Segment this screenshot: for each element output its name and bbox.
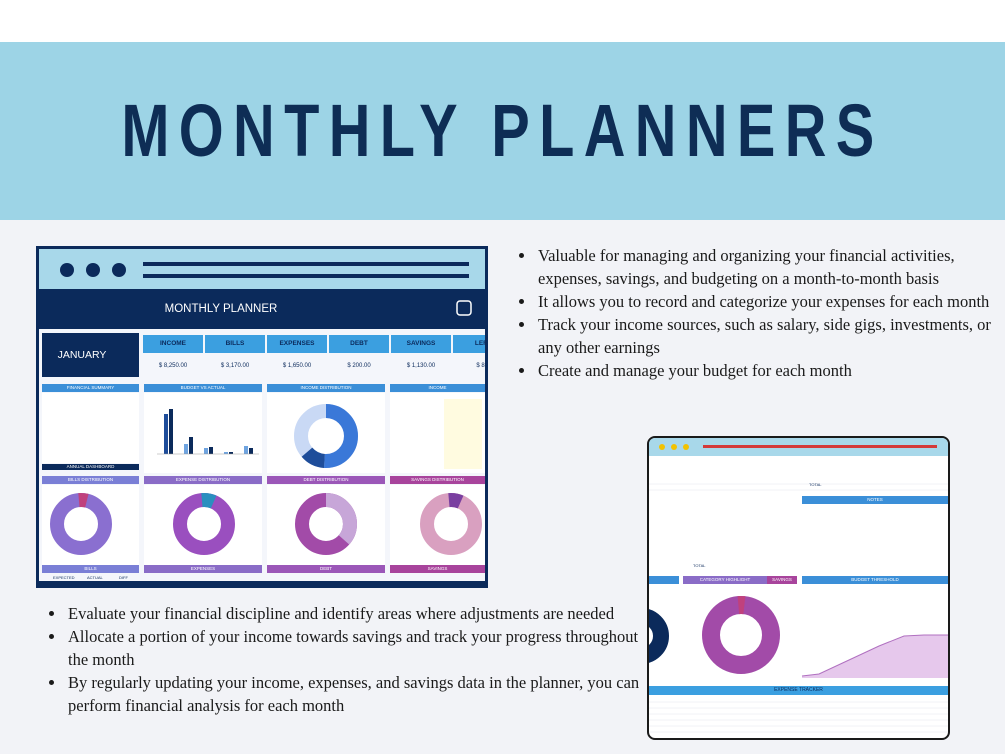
panel-header: CATEGORY HIGHLIGHT xyxy=(699,577,751,582)
panel-header: FINANCIAL SUMMARY xyxy=(42,384,139,392)
panel-header xyxy=(802,576,948,584)
planner-screenshot-small: TOTAL TOTAL NOTES CATEGORY HIGHLIGHT SAV… xyxy=(647,436,950,740)
header-row xyxy=(39,289,485,329)
window-line xyxy=(143,262,469,266)
panel-header xyxy=(683,576,767,584)
summary-label: DEBT xyxy=(329,335,389,353)
column-label: ACTUAL xyxy=(87,575,103,580)
bullet: It allows you to record and categorize y… xyxy=(536,290,1005,313)
window-dot xyxy=(659,444,665,450)
table-highlight xyxy=(444,399,482,469)
window-dot xyxy=(683,444,689,450)
page-title: MONTHLY PLANNERS xyxy=(121,89,884,172)
total-label: TOTAL xyxy=(693,563,706,568)
shape xyxy=(209,447,213,454)
table-lines xyxy=(649,483,948,733)
bottom-edge xyxy=(39,581,485,585)
shape xyxy=(244,446,248,454)
panel-header: INCOME DISTRIBUTION xyxy=(267,384,385,392)
panel-header: DEBT DISTRIBUTION xyxy=(267,476,385,484)
panel-header xyxy=(767,576,797,584)
window-dot xyxy=(671,444,677,450)
bullet: Create and manage your budget for each m… xyxy=(536,359,1005,382)
shape xyxy=(249,448,253,454)
panel xyxy=(42,393,139,463)
donut-segment xyxy=(50,493,112,555)
panel-header: SAVINGS xyxy=(390,565,485,573)
annual-bar xyxy=(42,464,139,470)
donut-segment xyxy=(420,493,482,555)
screenshot-graphics xyxy=(39,249,485,585)
panel-header: SAVINGS DISTRIBUTION xyxy=(390,476,485,484)
shape xyxy=(229,452,233,454)
summary-value: $ 200.00 xyxy=(347,363,371,369)
summary-value: $ 1,650.00 xyxy=(282,363,312,369)
summary-value: $ 8,0 xyxy=(476,363,487,369)
window-line xyxy=(143,274,469,278)
bullet: By regularly updating your income, expen… xyxy=(66,671,646,717)
window-bar xyxy=(39,249,485,289)
shape xyxy=(164,414,168,454)
shape xyxy=(184,444,188,454)
bottom-bullets: Evaluate your financial discipline and i… xyxy=(48,602,646,717)
summary-label: LEFT xyxy=(453,335,485,353)
area xyxy=(802,635,948,678)
notes-header xyxy=(802,496,948,504)
top-strip xyxy=(0,0,1005,42)
panel-header: ANNUAL DASHBOARD xyxy=(66,464,115,469)
shape xyxy=(189,437,193,454)
panel-header xyxy=(649,576,679,584)
summary-value: $ 1,130.00 xyxy=(406,363,436,369)
screenshot-graphics xyxy=(649,438,948,733)
summary-label: BILLS xyxy=(205,335,265,353)
panel-header: EXPENSE TRACKER xyxy=(774,687,823,693)
month: JANUARY xyxy=(57,349,107,361)
donut-segment xyxy=(295,493,357,555)
shape xyxy=(224,452,228,454)
window-dot xyxy=(112,263,126,277)
summary-label: SAVINGS xyxy=(391,335,451,353)
bullet: Track your income sources, such as salar… xyxy=(536,313,1005,359)
total-label: TOTAL xyxy=(809,482,822,487)
panel-header: BUDGET VS ACTUAL xyxy=(144,384,262,392)
summary-label: EXPENSES xyxy=(267,335,327,353)
summary-label: INCOME xyxy=(143,335,203,353)
summary-value: $ 8,250.00 xyxy=(158,363,188,369)
area-line xyxy=(801,634,948,677)
top-bullets: Valuable for managing and organizing you… xyxy=(518,244,1005,382)
donut-segment xyxy=(294,404,358,468)
planner-title: MONTHLY PLANNER xyxy=(164,303,278,315)
window-line xyxy=(703,445,937,448)
panel-header: BILLS xyxy=(42,565,139,573)
panel-header: INCOME xyxy=(390,384,485,392)
panel-header: EXPENSE DISTRIBUTION xyxy=(144,476,262,484)
planner-screenshot: MONTHLY PLANNER JANUARY INCOME BILLS EXP… xyxy=(36,246,488,588)
bar-chart xyxy=(164,409,253,454)
panel xyxy=(144,393,262,473)
donut xyxy=(649,609,669,663)
bullet: Valuable for managing and organizing you… xyxy=(536,244,1005,290)
tracker-header xyxy=(649,686,948,695)
panel-header: BILLS DISTRIBUTION xyxy=(42,476,139,484)
shape xyxy=(204,448,208,454)
panel-header: BUDGET THRESHOLD xyxy=(851,577,899,582)
panel-header: EXPENSES xyxy=(144,565,262,573)
summary-value: $ 3,170.00 xyxy=(220,363,250,369)
month-box xyxy=(42,333,139,377)
bullet: Allocate a portion of your income toward… xyxy=(66,625,646,671)
icon xyxy=(456,300,472,316)
banner xyxy=(0,42,1005,220)
window-dot xyxy=(86,263,100,277)
panel-header: SAVINGS xyxy=(772,577,792,582)
shape xyxy=(169,409,173,454)
window-dot xyxy=(60,263,74,277)
bullet: Evaluate your financial discipline and i… xyxy=(66,602,646,625)
panel-header: NOTES xyxy=(867,497,883,502)
column-label: EXPECTED xyxy=(53,575,75,580)
panel-header: DEBT xyxy=(267,565,385,573)
donut xyxy=(702,596,780,674)
column-label: DIFF xyxy=(119,575,128,580)
